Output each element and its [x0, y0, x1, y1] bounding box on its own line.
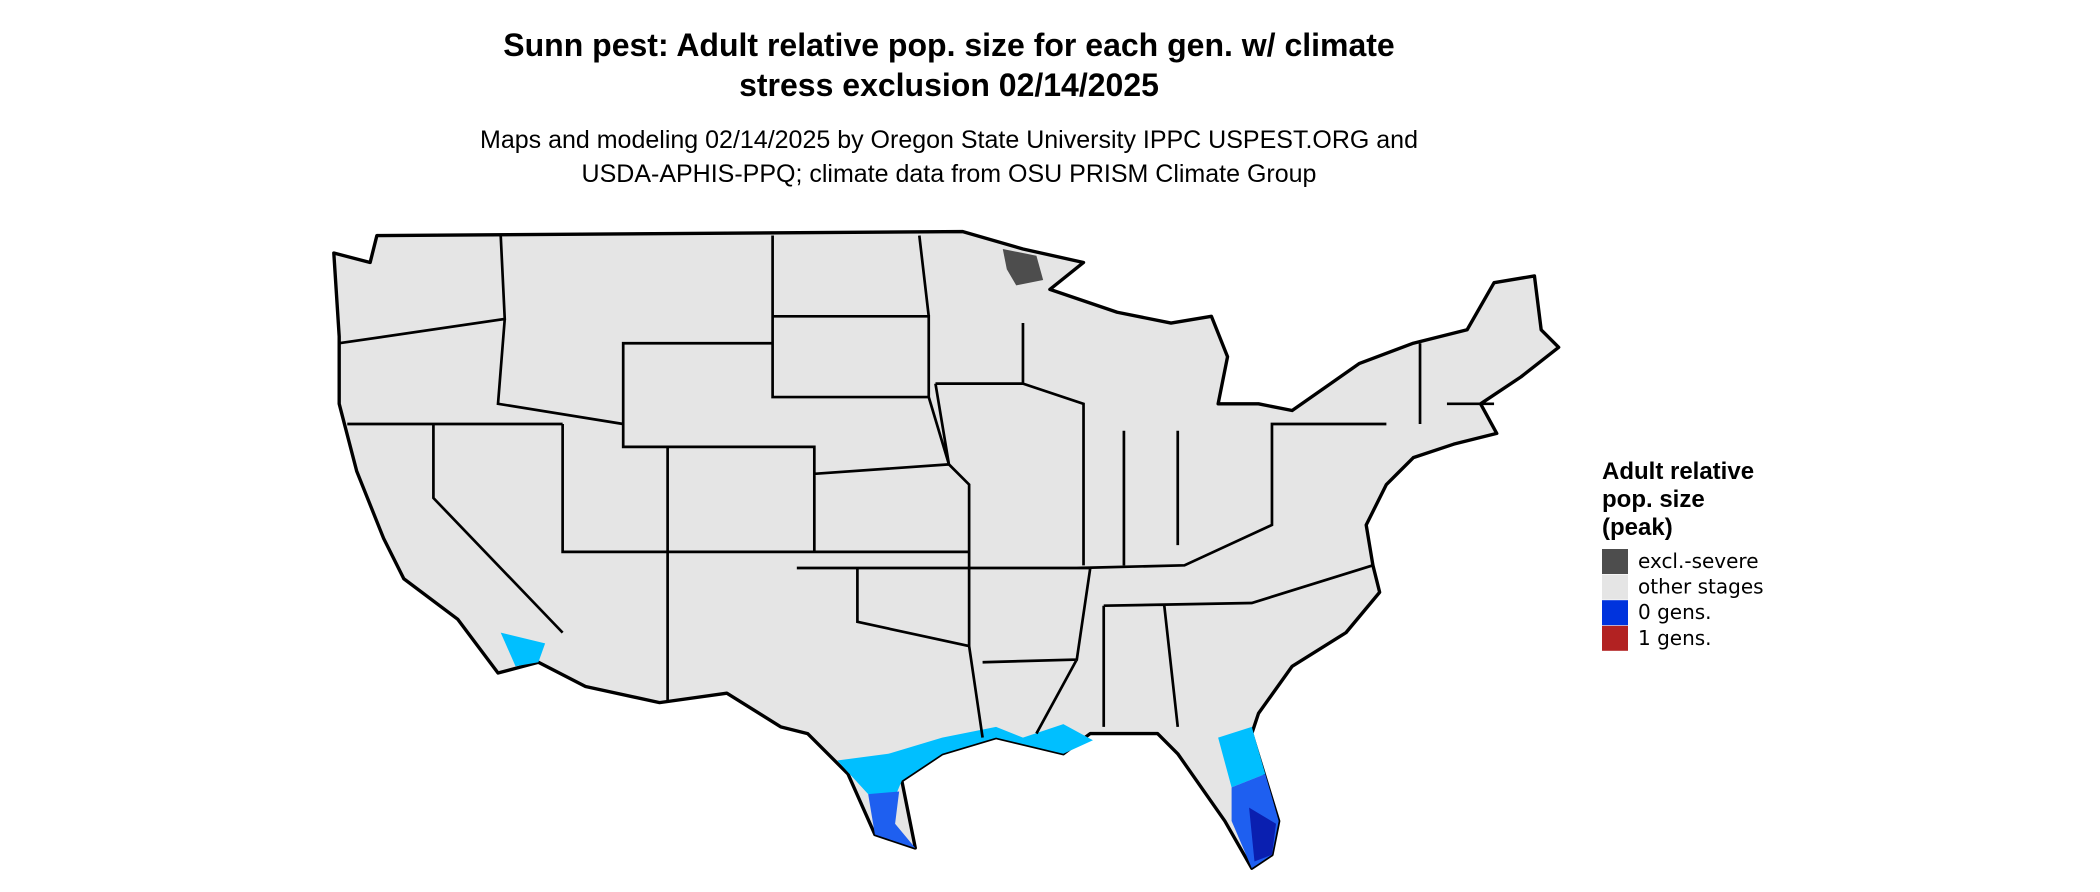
title: Sunn pest: Adult relative pop. size for … [503, 27, 1394, 63]
legend-label: other stages [1638, 575, 1764, 599]
map [332, 229, 1561, 870]
state-borders [338, 235, 1495, 738]
florida-light [1218, 726, 1266, 788]
legend-title: (peak) [1602, 514, 1673, 541]
legend-key [1602, 574, 1628, 600]
legend-title: Adult relative [1602, 458, 1754, 485]
minnesota-severe [1002, 249, 1044, 286]
texas-blue [868, 791, 916, 848]
legend-title: pop. size [1602, 486, 1705, 513]
florida-dark [1249, 807, 1277, 862]
legend-label: 1 gens. [1638, 626, 1712, 650]
legend-label: 0 gens. [1638, 600, 1712, 624]
us-outline [332, 229, 1561, 870]
gulf-coast-light [837, 724, 1093, 797]
legend-key [1602, 549, 1628, 574]
california-light [500, 632, 546, 667]
subtitle: Maps and modeling 02/14/2025 by Oregon S… [480, 126, 1418, 154]
legend-label: excl.-severe [1638, 549, 1759, 573]
legend-key [1602, 625, 1628, 651]
legend-key [1602, 600, 1628, 626]
subtitle: USDA-APHIS-PPQ; climate data from OSU PR… [582, 160, 1317, 188]
title: stress exclusion 02/14/2025 [739, 67, 1159, 103]
